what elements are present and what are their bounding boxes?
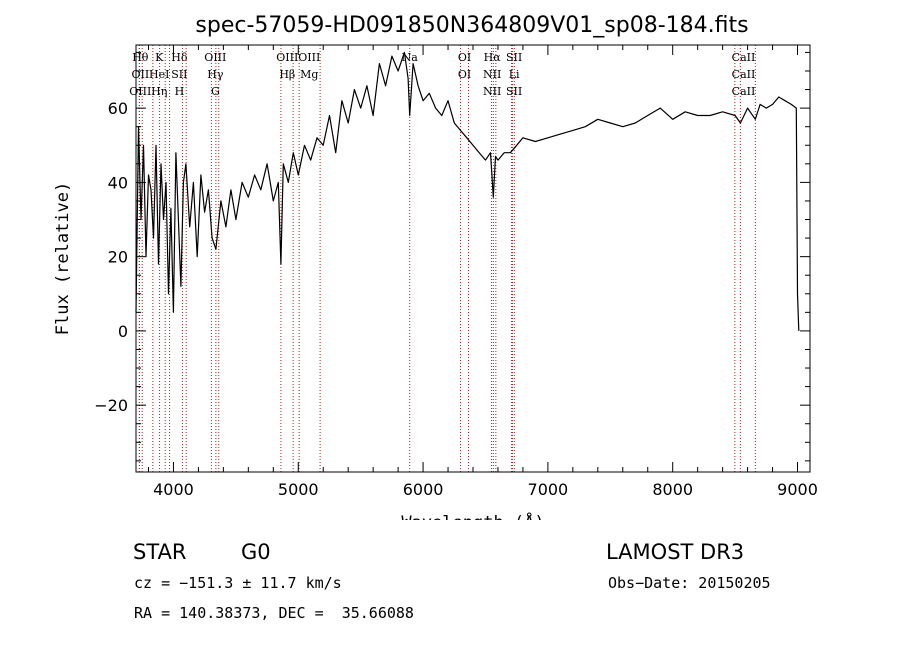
chart-title: spec-57059-HD091850N364809V01_sp08-184.f… bbox=[195, 13, 748, 38]
line-label: NII bbox=[483, 68, 501, 81]
obs-date-text: Obs−Date: 20150205 bbox=[608, 574, 771, 592]
line-label: OIII bbox=[298, 51, 320, 64]
x-tick-label: 9000 bbox=[777, 480, 818, 499]
line-label: SII bbox=[506, 51, 522, 64]
x-axis-label: Wavelength (Å) bbox=[401, 511, 544, 520]
line-label: OII bbox=[131, 68, 149, 81]
object-subclass: G0 bbox=[241, 540, 271, 564]
line-label: OI bbox=[458, 68, 471, 81]
y-tick-label: 40 bbox=[108, 173, 128, 192]
line-label: Hη bbox=[151, 85, 167, 98]
line-label: OIII bbox=[276, 51, 298, 64]
line-label: SII bbox=[506, 85, 522, 98]
line-label: G bbox=[211, 85, 220, 98]
line-label: CaII bbox=[732, 68, 756, 81]
y-tick-label: 60 bbox=[108, 99, 128, 118]
y-tick-label: 20 bbox=[108, 248, 128, 267]
y-axis-label: Flux (relative) bbox=[53, 182, 73, 336]
line-label: Hθ bbox=[132, 51, 149, 64]
line-label: CaII bbox=[732, 85, 756, 98]
line-label: SII bbox=[171, 68, 187, 81]
coordinates-text: RA = 140.38373, DEC = 35.66088 bbox=[134, 604, 414, 622]
line-label: Hδ bbox=[171, 51, 188, 64]
plot-frame bbox=[135, 44, 811, 473]
survey-label: LAMOST DR3 bbox=[606, 540, 745, 564]
line-label: Li bbox=[509, 68, 520, 81]
line-label: CaII bbox=[732, 51, 756, 64]
line-label: H bbox=[175, 85, 185, 98]
line-label: Mg bbox=[300, 68, 318, 81]
line-label: HeI bbox=[149, 68, 169, 81]
line-label: NII bbox=[483, 85, 501, 98]
redshift-text: cz = −151.3 ± 11.7 km/s bbox=[134, 574, 342, 592]
line-label: Hγ bbox=[207, 68, 224, 81]
line-label: OI bbox=[458, 51, 471, 64]
spectrum-chart: spec-57059-HD091850N364809V01_sp08-184.f… bbox=[53, 13, 818, 520]
x-tick-label: 5000 bbox=[278, 480, 319, 499]
object-class: STAR bbox=[133, 540, 187, 564]
x-tick-label: 8000 bbox=[652, 480, 693, 499]
line-label: Hα bbox=[484, 51, 502, 64]
x-tick-label: 6000 bbox=[403, 480, 444, 499]
x-tick-label: 7000 bbox=[528, 480, 569, 499]
spectrum-line bbox=[135, 51, 800, 331]
x-tick-label: 4000 bbox=[153, 480, 194, 499]
y-tick-label: 0 bbox=[118, 322, 128, 341]
line-label: OIII bbox=[129, 85, 151, 98]
line-label: OIII bbox=[204, 51, 226, 64]
line-label: K bbox=[155, 51, 164, 64]
y-tick-label: −20 bbox=[94, 396, 128, 415]
line-label: Hβ bbox=[279, 68, 295, 81]
